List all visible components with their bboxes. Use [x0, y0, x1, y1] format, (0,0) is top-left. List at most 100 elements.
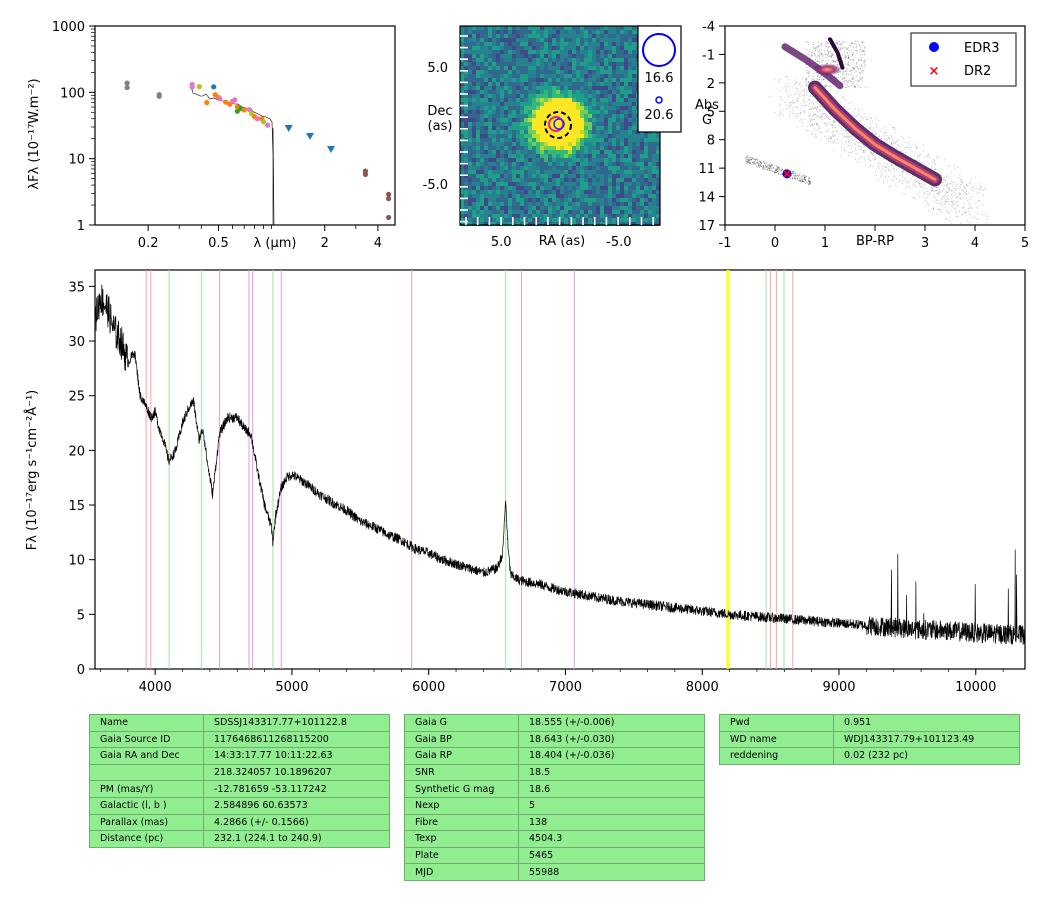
- target-marker-dashed: [544, 111, 572, 139]
- info-table-row: Gaia RP 18.404 (+/-0.036): [404, 747, 705, 765]
- info-table-value: 14:33:17.77 10:11:22.63: [203, 747, 390, 765]
- info-table-row: Galactic (l, b ) 2.584896 60.63573: [89, 796, 390, 815]
- spectrum-y-tick-label: 20: [68, 444, 85, 459]
- image-x-tick-label: 5.0: [491, 235, 512, 250]
- sed-x-tick-label: 0.5: [208, 236, 229, 251]
- sed-y-tick-label: 100: [60, 86, 85, 101]
- info-table-row: Gaia RA and Dec 14:33:17.77 10:11:22.63: [89, 747, 390, 765]
- sed-photometry-point: [386, 214, 392, 221]
- legend-edr3-label: EDR3: [964, 41, 1000, 56]
- hrd-x-tick-label: 1: [821, 236, 829, 251]
- info-table-row: Gaia Source ID 1176468611268115200: [89, 730, 390, 749]
- hrd-y-label: Abs G: [695, 98, 719, 128]
- info-table-value: 232.1 (224.1 to 240.9): [203, 830, 390, 848]
- info-table-row: Fibre 138: [404, 813, 705, 832]
- info-table-row: reddening 0.02 (232 pc): [719, 747, 1020, 765]
- info-table-row: Nexp 5: [404, 796, 705, 815]
- legend-edr3-marker: [929, 42, 939, 52]
- sed-photometry-point: [246, 106, 253, 113]
- spectrum-x-tick-label: 9000: [822, 680, 855, 695]
- hrd-y-tick-label: -4: [702, 20, 715, 35]
- info-table-key: SNR: [404, 763, 519, 782]
- sed-upper-limit-marker: [326, 145, 335, 153]
- info-table-value: 18.555 (+/-0.006): [518, 714, 705, 732]
- target-marker-blue: [553, 118, 565, 130]
- info-table-row: 218.324057 10.1896207: [89, 763, 390, 782]
- hrd-density-cloud: [745, 37, 989, 225]
- sed-x-tick-label: 0.2: [138, 236, 159, 251]
- info-table-row: PM (mas/Y) -12.781659 -53.117242: [89, 780, 390, 798]
- sed-photometry-point: [260, 119, 267, 125]
- info-table-value: 55988: [518, 863, 705, 881]
- info-table-key: Nexp: [404, 796, 519, 815]
- info-table-row: WD name WDJ143317.79+101123.49: [719, 730, 1020, 749]
- hrd-panel: -1 0 1 3 4 5 -4 -1 2 5 8 11 14 17 EDR3 × DR2 BP-RP Ab…: [695, 20, 1029, 251]
- info-table-key: Name: [89, 714, 204, 732]
- legend-label-large: 16.6: [645, 71, 674, 86]
- sed-photometry-point: [232, 97, 238, 103]
- info-table-row: Gaia BP 18.643 (+/-0.030): [404, 730, 705, 749]
- info-table-value: 18.5: [518, 763, 705, 782]
- spectrum-y-tick-label: 10: [68, 554, 85, 569]
- sed-photometry-point: [196, 84, 202, 90]
- info-table-key: Distance (pc): [89, 830, 204, 848]
- hrd-markers: [782, 169, 792, 179]
- hrd-x-tick-label: 5: [1021, 236, 1029, 251]
- info-table-row: Gaia G 18.555 (+/-0.006): [404, 714, 705, 732]
- info-table-key: Synthetic G mag: [404, 780, 519, 798]
- info-table-key: Gaia RA and Dec: [89, 747, 204, 765]
- info-table-row: SNR 18.5: [404, 763, 705, 782]
- image-x-tick-label: -5.0: [606, 235, 631, 250]
- spectrum-y-tick-label: 35: [68, 280, 85, 295]
- sed-points: [124, 80, 392, 221]
- legend-dr2-marker: ×: [929, 64, 940, 79]
- info-table-value: 1176468611268115200: [203, 730, 390, 749]
- info-table-key: Pwd: [719, 714, 834, 732]
- info-table-row: Parallax (mas) 4.2866 (+/- 0.1566): [89, 813, 390, 832]
- info-table-value: 0.02 (232 pc): [833, 747, 1020, 765]
- hrd-x-tick-label: 0: [771, 236, 779, 251]
- info-table-value: 4504.3: [518, 830, 705, 848]
- hrd-y-tick-label: 14: [698, 191, 715, 206]
- info-table-value: 5465: [518, 846, 705, 865]
- sed-y-tick-label: 1: [77, 219, 85, 234]
- info-table-key: Gaia Source ID: [89, 730, 204, 749]
- image-panel: 5.0 -5.0 5.0 -5.0 16.6 20.6 RA (as) Dec (as): [423, 25, 682, 250]
- hrd-y-tick-label: 5: [707, 105, 715, 120]
- info-table-key: Plate: [404, 846, 519, 865]
- sed-x-label: λ (μm): [254, 236, 297, 251]
- spectrum-y-tick-label: 30: [68, 335, 85, 350]
- sed-upper-limit-marker: [284, 124, 293, 132]
- info-table-value: SDSSJ143317.77+101122.8: [203, 714, 390, 732]
- spectrum-panel: 4000 5000 6000 7000 8000 9000 10000 0 5 10 15 20 25 3…: [24, 269, 1026, 695]
- info-table-key: reddening: [719, 747, 834, 765]
- hrd-y-tick-label: 17: [698, 219, 715, 234]
- sed-photometry-point: [217, 96, 223, 102]
- image-pixels: [460, 26, 660, 226]
- info-table-value: 138: [518, 813, 705, 832]
- hrd-ticks: -1 0 1 3 4 5 -4 -1 2 5 8 11 14 17: [698, 20, 1029, 251]
- sed-y-label: λFλ (10⁻¹⁷W.m⁻²): [27, 78, 42, 189]
- info-table-value: 5: [518, 796, 705, 815]
- image-y-tick-label: -5.0: [423, 178, 448, 193]
- spectrum-y-label: Fλ (10⁻¹⁷erg s⁻¹cm⁻²Å⁻¹): [24, 390, 40, 550]
- spectrum-x-tick-label: 8000: [686, 680, 719, 695]
- info-table-row: Synthetic G mag 18.6: [404, 780, 705, 798]
- hrd-dr2-marker: [783, 170, 791, 178]
- info-table-key: PM (mas/Y): [89, 780, 204, 798]
- image-y-label: Dec (as): [427, 104, 452, 134]
- hrd-x-tick-label: 4: [971, 236, 979, 251]
- info-table-key: MJD: [404, 863, 519, 881]
- info-table-key: [89, 763, 204, 782]
- sed-upper-limit-marker: [305, 132, 314, 140]
- legend-label-small: 20.6: [645, 108, 674, 123]
- hrd-main-sequence-core: [813, 86, 937, 181]
- spectrum-y-tick-label: 15: [68, 499, 85, 514]
- info-table-row: MJD 55988: [404, 863, 705, 881]
- info-table-row: Plate 5465: [404, 846, 705, 865]
- sed-x-ticks: 0.2 0.5 2 4: [138, 225, 382, 251]
- spectrum-y-tick-label: 0: [77, 663, 85, 678]
- info-table-row: Distance (pc) 232.1 (224.1 to 240.9): [89, 830, 390, 848]
- sed-photometry-point: [204, 100, 210, 106]
- hrd-y-tick-label: 8: [707, 134, 715, 149]
